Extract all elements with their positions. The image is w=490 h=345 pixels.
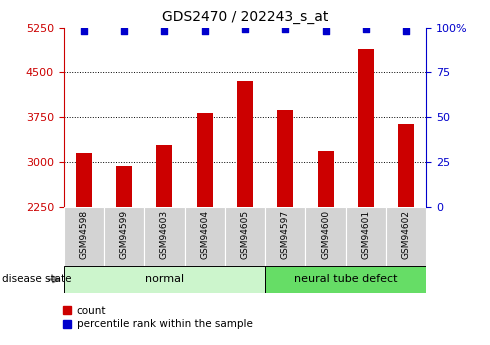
- Text: GSM94599: GSM94599: [120, 210, 129, 259]
- Bar: [398, 124, 414, 207]
- Bar: [64, 207, 104, 266]
- Text: GSM94598: GSM94598: [79, 210, 88, 259]
- Point: [241, 27, 249, 32]
- Point: [362, 27, 370, 32]
- Point: [321, 28, 329, 34]
- Bar: [358, 49, 374, 207]
- Legend: count, percentile rank within the sample: count, percentile rank within the sample: [59, 302, 257, 333]
- Bar: [386, 207, 426, 266]
- Bar: [237, 81, 253, 207]
- Point: [201, 28, 209, 34]
- Text: neural tube defect: neural tube defect: [294, 275, 397, 284]
- Point: [402, 28, 410, 34]
- Text: GSM94601: GSM94601: [361, 210, 370, 259]
- Bar: [76, 153, 92, 207]
- Bar: [104, 207, 144, 266]
- Text: GSM94602: GSM94602: [402, 210, 411, 259]
- Point: [120, 28, 128, 34]
- Bar: [277, 110, 294, 207]
- Bar: [318, 151, 334, 207]
- Text: GSM94600: GSM94600: [321, 210, 330, 259]
- Text: GSM94597: GSM94597: [281, 210, 290, 259]
- Bar: [225, 207, 265, 266]
- Bar: [265, 266, 426, 293]
- Title: GDS2470 / 202243_s_at: GDS2470 / 202243_s_at: [162, 10, 328, 24]
- Text: normal: normal: [145, 275, 184, 284]
- Point: [161, 28, 169, 34]
- Point: [281, 27, 289, 32]
- Bar: [196, 113, 213, 207]
- Bar: [346, 207, 386, 266]
- Bar: [305, 207, 346, 266]
- Bar: [64, 266, 265, 293]
- Text: GSM94605: GSM94605: [241, 210, 249, 259]
- Text: disease state: disease state: [2, 275, 72, 284]
- Bar: [185, 207, 225, 266]
- Bar: [116, 166, 132, 207]
- Point: [80, 28, 88, 34]
- Bar: [265, 207, 305, 266]
- Bar: [156, 145, 172, 207]
- Text: GSM94604: GSM94604: [200, 210, 209, 259]
- Bar: [144, 207, 185, 266]
- Text: GSM94603: GSM94603: [160, 210, 169, 259]
